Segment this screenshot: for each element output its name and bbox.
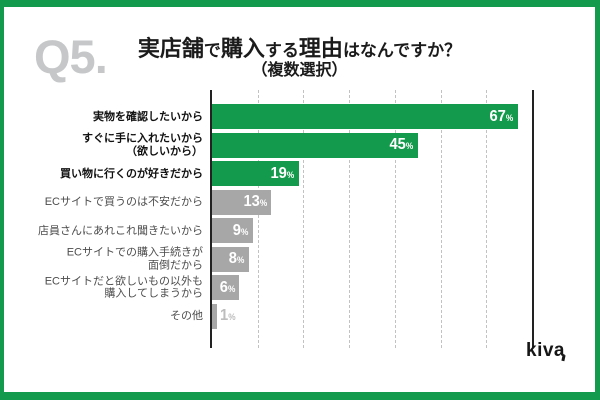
bar-row: その他 1% bbox=[170, 303, 532, 329]
title-segment: 理由 bbox=[298, 36, 343, 61]
bar-value-label: 9% bbox=[232, 221, 249, 239]
bar-row: すぐに手に入れたいから （欲しいから） 45% bbox=[82, 132, 532, 158]
gridline bbox=[303, 90, 305, 348]
percent-sign: % bbox=[236, 255, 244, 265]
bar-value-label: 1% bbox=[219, 307, 236, 324]
gridline bbox=[440, 90, 442, 348]
bar-row: 実物を確認したいから 67% bbox=[93, 104, 532, 129]
title-segment: はなんですか？ bbox=[342, 41, 462, 60]
bar: 8% bbox=[212, 246, 249, 272]
bar-value-label: 8% bbox=[228, 250, 244, 267]
bar: 9% bbox=[212, 218, 254, 243]
gridline bbox=[486, 90, 488, 348]
bar: 67% bbox=[212, 104, 519, 129]
title-segment: 実店舗 bbox=[137, 36, 204, 61]
bar-category-label: ECサイトで買うのは不安だから bbox=[44, 195, 203, 208]
bar-category-label: 店員さんにあれこれ聞きたいから bbox=[38, 224, 203, 237]
title-segment: 購入 bbox=[220, 36, 265, 61]
percent-sign: % bbox=[227, 312, 236, 322]
bar: 45% bbox=[212, 132, 418, 158]
percent-sign: % bbox=[241, 226, 249, 237]
bar-category-label: ECサイトでの購入手続きが 面倒だから bbox=[66, 246, 203, 272]
bar: 19% bbox=[212, 161, 299, 186]
bar: 13% bbox=[212, 189, 272, 215]
percent-sign: % bbox=[227, 283, 235, 294]
bar-row: ECサイトだと欲しいもの以外も 購入してしまうから 6% bbox=[45, 275, 532, 300]
bar: 1% bbox=[212, 303, 235, 329]
bar-row: 店員さんにあれこれ聞きたいから 9% bbox=[38, 218, 532, 243]
bar-chart: 実物を確認したいから 67% すぐに手に入れたいから （欲しいから） 45% 買い物に行く… bbox=[38, 90, 534, 348]
bar-category-label: ECサイトだと欲しいもの以外も 購入してしまうから bbox=[44, 275, 203, 300]
bar-category-label: 実物を確認したいから bbox=[93, 110, 203, 123]
bar-value-label: 19% bbox=[270, 164, 295, 182]
bar-row: ECサイトで買うのは不安だから 13% bbox=[45, 189, 532, 215]
title-segment: で bbox=[203, 41, 221, 60]
chart-title-line1: 実店舗で購入する理由はなんですか？ bbox=[4, 36, 595, 61]
percent-sign: % bbox=[405, 141, 414, 151]
question-number: Q5. bbox=[34, 30, 108, 83]
bar-value-label: 67% bbox=[489, 107, 514, 125]
percent-sign: % bbox=[286, 169, 295, 180]
bar: 6% bbox=[212, 275, 240, 300]
bar-value-label: 13% bbox=[243, 193, 267, 210]
bar-category-label: その他 bbox=[170, 309, 203, 322]
percent-sign: % bbox=[259, 198, 267, 208]
bar-category-label: すぐに手に入れたいから （欲しいから） bbox=[82, 132, 203, 158]
percent-sign: % bbox=[506, 112, 514, 123]
gridline bbox=[349, 90, 351, 348]
title-segment: する bbox=[264, 41, 299, 60]
bar-row: 買い物に行くのが好きだから 19% bbox=[60, 161, 532, 186]
bar-value-label: 45% bbox=[389, 136, 414, 153]
gridline bbox=[257, 90, 259, 348]
chart-title-subtitle: （複数選択） bbox=[251, 62, 348, 80]
chart-rows: 実物を確認したいから 67% すぐに手に入れたいから （欲しいから） 45% 買い物に行く… bbox=[38, 104, 532, 332]
bar-category-label: 買い物に行くのが好きだから bbox=[60, 167, 203, 180]
kiva-logo: kiva bbox=[526, 340, 565, 361]
gridline bbox=[394, 90, 396, 348]
chart-title: 実店舗で購入する理由はなんですか？ （複数選択） bbox=[4, 36, 595, 81]
bar-row: ECサイトでの購入手続きが 面倒だから 8% bbox=[67, 246, 532, 272]
bar-value-label: 6% bbox=[219, 278, 235, 296]
